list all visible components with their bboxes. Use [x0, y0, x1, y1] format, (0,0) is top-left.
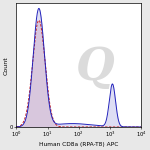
Y-axis label: Count: Count [3, 56, 8, 75]
X-axis label: Human CD8a (RPA-T8) APC: Human CD8a (RPA-T8) APC [39, 142, 118, 147]
Text: Q: Q [76, 46, 114, 89]
